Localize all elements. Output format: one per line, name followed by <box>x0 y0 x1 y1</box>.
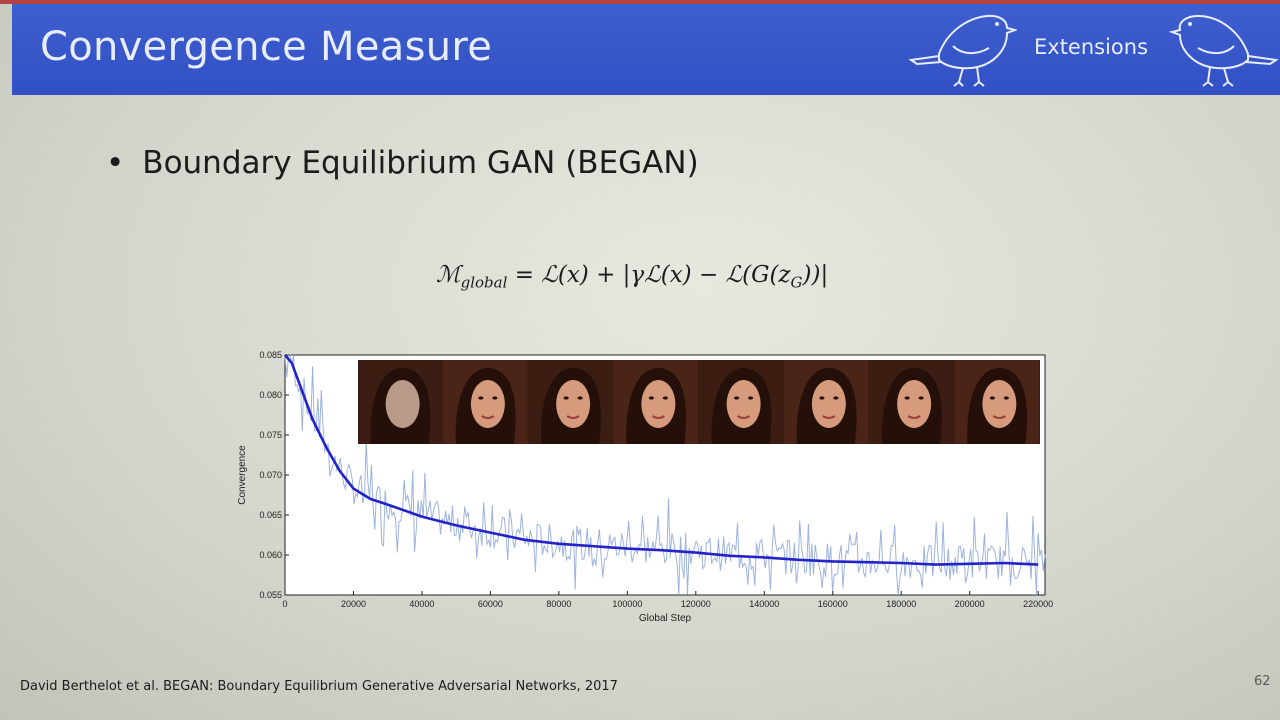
x-tick-label: 100000 <box>612 599 642 609</box>
bird-icon <box>909 14 1017 87</box>
face-sample-eye <box>748 396 754 400</box>
x-tick-label: 120000 <box>681 599 711 609</box>
face-sample-eye <box>819 396 825 400</box>
smoothed-convergence-line <box>284 354 1039 566</box>
slide-header: Convergence Measure Extensions <box>12 4 1280 95</box>
x-tick-label: 60000 <box>478 599 503 609</box>
formula-rhs: = ℒ(x) + |γℒ(x) − ℒ(G(z <box>507 262 791 288</box>
face-sample-mouth <box>566 415 580 419</box>
y-tick-label: 0.075 <box>259 430 282 440</box>
y-tick-label: 0.065 <box>259 510 282 520</box>
face-sample-face <box>641 380 676 428</box>
face-sample-face <box>385 380 420 428</box>
y-tick-label: 0.080 <box>259 390 282 400</box>
top-strip <box>0 0 1280 4</box>
slide-title: Convergence Measure <box>40 24 493 70</box>
face-sample-eye <box>989 396 995 400</box>
face-sample-mouth <box>481 415 495 419</box>
citation: David Berthelot et al. BEGAN: Boundary E… <box>20 679 618 694</box>
formula-rhs-subscript: G <box>790 273 803 292</box>
convergence-chart: 0 20000 40000 60000 80000 100000 120000 140000 1… <box>237 350 1053 624</box>
bullet-point: • Boundary Equilibrium GAN (BEGAN) <box>106 145 699 181</box>
page-number: 62 <box>1254 674 1271 689</box>
formula-lhs-subscript: global <box>460 273 508 292</box>
y-tick-label: 0.055 <box>259 590 282 600</box>
face-sample-eye <box>577 396 583 400</box>
x-tick-label: 80000 <box>546 599 571 609</box>
x-tick-label: 200000 <box>955 599 985 609</box>
face-sample-face <box>897 380 932 428</box>
face-sample-mouth <box>822 415 836 419</box>
x-tick-label: 140000 <box>749 599 779 609</box>
x-tick-label: 220000 <box>1023 599 1053 609</box>
y-tick-label: 0.060 <box>259 550 282 560</box>
y-tick-label: 0.085 <box>259 350 282 360</box>
face-sample-face <box>556 380 591 428</box>
formula: ℳglobal = ℒ(x) + |γℒ(x) − ℒ(G(zG))| <box>436 262 828 292</box>
x-tick-label: 20000 <box>341 599 366 609</box>
bullet-text: Boundary Equilibrium GAN (BEGAN) <box>142 145 699 181</box>
face-sample-eye <box>648 396 654 400</box>
face-sample-eye <box>662 396 668 400</box>
face-sample-eye <box>734 396 740 400</box>
x-tick-label: 0 <box>282 599 287 609</box>
face-sample-mouth <box>737 415 751 419</box>
face-sample-face <box>982 380 1017 428</box>
y-tick-label: 0.070 <box>259 470 282 480</box>
bird-icon <box>1168 14 1279 87</box>
face-sample-mouth <box>651 415 665 419</box>
face-sample-eye <box>563 396 569 400</box>
face-sample-eye <box>1003 396 1009 400</box>
face-sample-eye <box>833 396 839 400</box>
face-sample-eye <box>904 396 910 400</box>
raw-convergence-line <box>284 353 1046 596</box>
face-sample-mouth <box>992 415 1006 419</box>
x-tick-label: 40000 <box>409 599 434 609</box>
face-sample-face <box>811 380 846 428</box>
face-sample-face <box>470 380 505 428</box>
bullet-dot: • <box>106 145 125 181</box>
face-sample-eye <box>478 396 484 400</box>
y-axis-label: Convergence <box>237 445 248 505</box>
section-label: Extensions <box>1034 35 1149 59</box>
formula-rhs-end: ))| <box>802 262 829 288</box>
x-tick-label: 180000 <box>886 599 916 609</box>
formula-lhs: ℳ <box>436 262 461 288</box>
face-sample-eye <box>918 396 924 400</box>
x-axis-label: Global Step <box>639 613 692 624</box>
face-sample-eye <box>492 396 498 400</box>
x-tick-label: 160000 <box>818 599 848 609</box>
face-sample-face <box>726 380 761 428</box>
face-sample-mouth <box>907 415 921 419</box>
